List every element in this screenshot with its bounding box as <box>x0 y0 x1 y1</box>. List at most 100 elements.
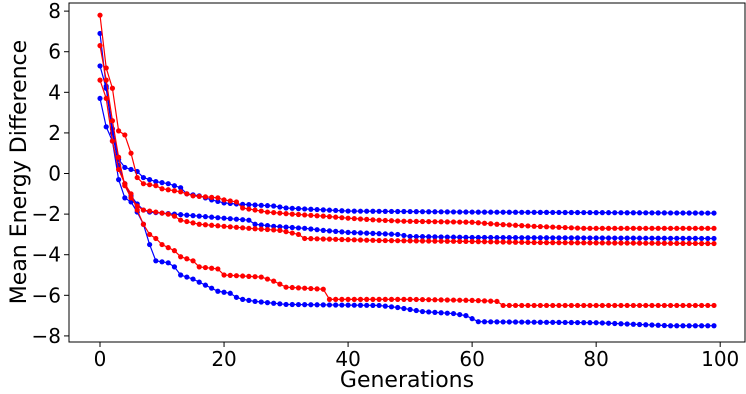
data-point <box>364 208 370 214</box>
data-point <box>698 240 705 247</box>
data-point <box>618 240 624 246</box>
data-point <box>667 225 674 231</box>
data-point <box>494 209 500 215</box>
data-point <box>481 209 488 215</box>
data-point <box>519 319 525 325</box>
data-point <box>519 209 525 215</box>
data-point <box>339 236 345 243</box>
data-point <box>333 296 339 302</box>
series-line <box>99 79 714 307</box>
data-point <box>345 208 351 214</box>
data-point <box>264 226 271 233</box>
data-point <box>624 321 630 327</box>
data-point <box>543 235 550 241</box>
data-point <box>388 208 395 215</box>
data-point <box>227 290 233 296</box>
data-point <box>519 235 525 241</box>
data-point <box>221 289 227 295</box>
data-point <box>488 234 494 241</box>
data-point <box>568 235 574 241</box>
data-point <box>364 230 370 236</box>
data-point <box>171 248 178 254</box>
data-point <box>512 222 519 228</box>
data-point <box>116 166 122 173</box>
data-point <box>531 223 537 229</box>
data-point <box>550 235 556 241</box>
data-point <box>680 225 686 231</box>
data-point <box>395 296 401 302</box>
data-point <box>116 177 122 183</box>
data-point <box>525 319 531 325</box>
data-point <box>705 302 711 309</box>
data-point <box>630 302 636 309</box>
data-point <box>636 210 643 216</box>
data-point <box>147 177 153 183</box>
data-point <box>488 239 494 245</box>
data-point <box>159 241 165 248</box>
data-point <box>308 302 314 308</box>
data-point <box>711 302 717 309</box>
data-point <box>388 238 395 244</box>
y-tick-label: 6 <box>48 40 61 64</box>
data-point <box>388 218 395 224</box>
y-tick-label: 0 <box>48 162 61 186</box>
data-point <box>692 240 698 247</box>
data-point <box>450 234 457 240</box>
data-point <box>587 225 593 231</box>
data-point <box>283 211 289 217</box>
data-point <box>587 320 593 326</box>
data-point <box>314 302 320 308</box>
data-point <box>382 208 388 214</box>
data-point <box>413 307 419 314</box>
data-point <box>500 234 506 241</box>
data-point <box>109 85 116 91</box>
x-tick-label: 40 <box>335 347 360 371</box>
data-point <box>612 240 618 246</box>
data-point <box>326 296 333 302</box>
data-point <box>326 207 333 213</box>
data-point <box>438 310 444 316</box>
data-point <box>252 207 258 213</box>
data-point <box>537 235 543 241</box>
data-point <box>686 210 692 216</box>
data-point <box>655 235 661 241</box>
data-point <box>320 302 326 308</box>
data-point <box>357 302 364 308</box>
data-point <box>525 302 531 309</box>
data-point <box>543 209 550 215</box>
data-point <box>326 214 333 220</box>
data-point <box>246 225 252 231</box>
data-point <box>562 235 568 241</box>
data-point <box>153 235 159 242</box>
data-point <box>562 319 568 326</box>
data-point <box>692 210 698 216</box>
data-point <box>395 218 401 224</box>
data-point <box>488 209 494 215</box>
data-point <box>326 228 333 234</box>
data-point <box>636 235 643 241</box>
data-point <box>351 237 357 243</box>
data-point <box>463 313 469 319</box>
data-point <box>519 223 525 229</box>
data-point <box>401 218 407 224</box>
data-point <box>233 273 240 279</box>
data-point <box>184 191 190 197</box>
data-point <box>463 219 469 225</box>
data-point <box>593 320 599 326</box>
data-point <box>661 302 667 309</box>
data-point <box>463 209 469 215</box>
data-point <box>97 43 103 49</box>
data-point <box>320 286 326 292</box>
data-point <box>556 240 562 246</box>
data-point <box>444 297 450 303</box>
data-point <box>351 215 357 222</box>
data-point <box>215 266 221 272</box>
data-point <box>271 278 277 284</box>
data-point <box>655 322 661 328</box>
data-point <box>475 234 481 241</box>
data-point <box>450 310 457 317</box>
data-point <box>357 216 364 222</box>
data-point <box>308 206 314 212</box>
data-point <box>345 302 351 308</box>
data-point <box>376 208 382 214</box>
